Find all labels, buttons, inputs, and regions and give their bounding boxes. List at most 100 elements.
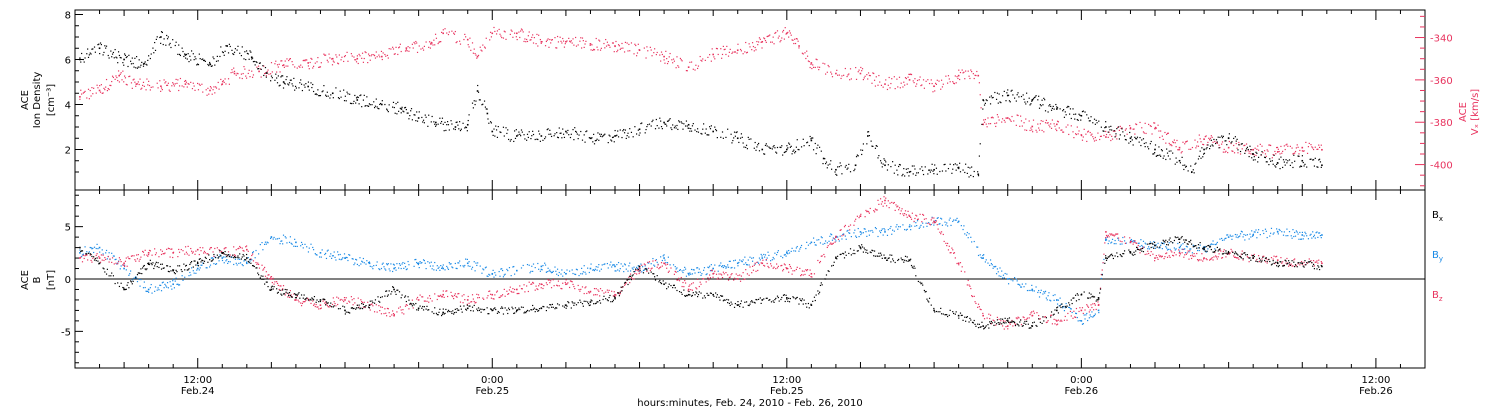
data-point — [713, 272, 715, 274]
data-point — [546, 283, 548, 286]
data-point — [801, 270, 804, 272]
data-point — [693, 269, 695, 271]
data-point — [187, 53, 189, 55]
data-point — [274, 281, 276, 283]
data-point — [280, 60, 282, 62]
data-point — [540, 40, 543, 43]
data-point — [1209, 244, 1212, 246]
data-point — [1035, 286, 1037, 288]
data-point — [958, 69, 960, 71]
data-point — [130, 255, 133, 257]
data-point — [267, 69, 269, 71]
data-point — [927, 173, 929, 175]
data-point — [277, 75, 279, 77]
data-point — [907, 210, 909, 212]
data-point — [634, 272, 636, 275]
data-point — [1113, 235, 1115, 237]
data-point — [329, 57, 331, 59]
data-point — [209, 86, 212, 88]
data-point — [882, 86, 884, 88]
data-point — [495, 33, 498, 35]
data-point — [137, 66, 139, 68]
data-point — [426, 300, 428, 302]
data-point — [516, 269, 518, 272]
data-point — [687, 66, 690, 68]
data-point — [346, 256, 348, 259]
data-point — [849, 68, 852, 70]
data-point — [1050, 123, 1052, 125]
data-point — [1125, 242, 1127, 244]
data-point — [782, 257, 784, 259]
data-point — [111, 252, 113, 254]
data-point — [1232, 150, 1234, 152]
data-point — [558, 271, 560, 274]
data-point — [928, 169, 930, 171]
data-point — [1320, 144, 1322, 146]
data-point — [902, 86, 904, 88]
data-point — [1197, 260, 1200, 262]
data-point — [615, 135, 617, 137]
data-point — [416, 111, 418, 113]
data-point — [706, 273, 708, 275]
data-point — [1184, 254, 1186, 256]
data-point — [215, 263, 218, 265]
data-point — [1281, 231, 1283, 233]
data-point — [1050, 109, 1053, 111]
data-point — [1071, 311, 1073, 314]
data-point — [1226, 144, 1228, 146]
data-point — [958, 167, 960, 170]
data-point — [436, 265, 438, 267]
data-point — [636, 267, 639, 270]
data-point — [148, 249, 151, 252]
data-point — [682, 271, 684, 274]
data-point — [94, 258, 96, 260]
data-point — [1246, 256, 1249, 258]
data-point — [131, 87, 133, 89]
data-point — [116, 76, 118, 79]
data-point — [518, 131, 520, 133]
data-point — [1204, 136, 1206, 138]
data-point — [922, 173, 925, 176]
data-point — [79, 58, 81, 61]
data-point — [538, 130, 540, 132]
data-point — [99, 257, 101, 259]
data-point — [567, 282, 569, 284]
data-point — [259, 243, 261, 246]
data-point — [628, 43, 630, 46]
data-point — [477, 297, 479, 299]
data-point — [697, 271, 700, 274]
data-point — [184, 54, 187, 56]
data-point — [347, 259, 349, 262]
data-point — [755, 270, 757, 272]
data-point — [1134, 133, 1136, 135]
data-point — [276, 281, 278, 283]
data-point — [867, 131, 870, 133]
data-point — [1212, 145, 1214, 147]
data-point — [336, 56, 338, 58]
data-point — [393, 53, 395, 55]
data-point — [1193, 172, 1195, 174]
data-point — [422, 49, 425, 51]
data-point — [1118, 138, 1121, 140]
data-point — [133, 255, 135, 257]
data-point — [1092, 303, 1094, 305]
data-point — [1002, 320, 1005, 322]
data-point — [99, 91, 102, 93]
data-point — [331, 58, 333, 60]
data-point — [1178, 146, 1181, 149]
data-point — [783, 254, 785, 256]
data-point — [955, 169, 957, 171]
data-point — [249, 50, 251, 52]
data-point — [709, 277, 712, 279]
data-point — [251, 252, 254, 254]
data-point — [1067, 105, 1069, 108]
data-point — [1128, 142, 1130, 144]
data-point — [545, 282, 547, 284]
data-point — [137, 272, 139, 274]
data-point — [201, 83, 203, 85]
data-point — [604, 133, 606, 135]
data-point — [1183, 248, 1185, 250]
data-point — [303, 84, 305, 86]
data-point — [450, 263, 452, 265]
data-point — [537, 288, 539, 291]
